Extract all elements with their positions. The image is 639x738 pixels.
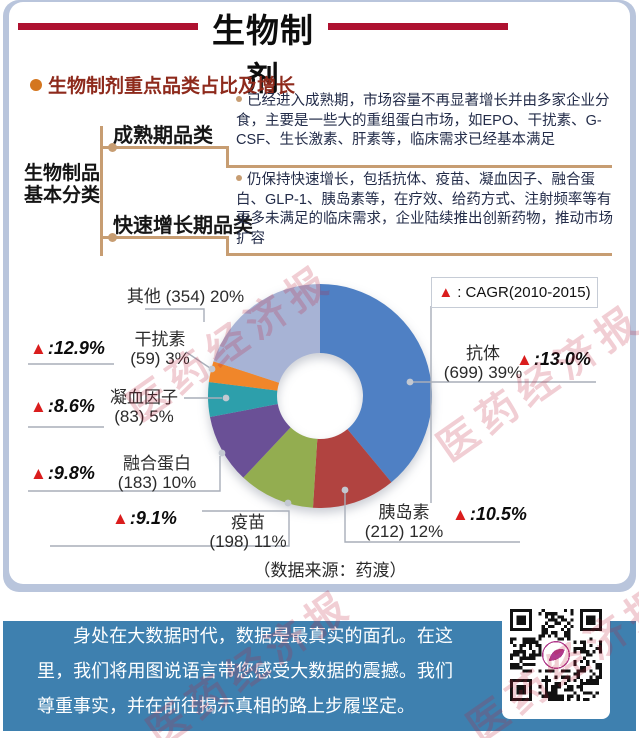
cagr-triangle-icon: ▲: [30, 463, 47, 483]
title-rule-right: [328, 23, 508, 30]
label-fusion-protein: 融合蛋白 (183) 10%: [117, 454, 197, 492]
pie-slice-融合蛋白[interactable]: [209, 404, 291, 478]
cagr-vaccine: ▲:9.1%: [112, 508, 177, 528]
pie-slice-抗体[interactable]: [320, 284, 433, 483]
classification-root-label: 生物制品 基本分类: [18, 163, 106, 207]
cagr-triangle-icon: ▲: [438, 284, 454, 301]
label-insulin: 胰岛素 (212) 12%: [364, 503, 444, 541]
classification-trunk-line: [100, 126, 103, 256]
pie-slice-疫苗[interactable]: [243, 427, 318, 508]
cagr-triangle-icon: ▲: [516, 349, 533, 369]
pie-slice-其他[interactable]: [213, 284, 320, 383]
cagr-interferon: ▲:12.9%: [30, 338, 105, 358]
cagr-triangle-icon: ▲: [30, 338, 47, 358]
cagr-triangle-icon: ▲: [30, 396, 47, 416]
qr-code: [502, 601, 610, 719]
branch1-underline: [226, 165, 612, 168]
label-vaccine: 疫苗 (198) 11%: [209, 513, 287, 551]
label-coagulation-factor: 凝血因子 (83) 5%: [110, 388, 178, 426]
title-rule-left: [18, 23, 198, 30]
legend-text: : CAGR(2010-2015): [457, 284, 591, 301]
branch1-description: 已经进入成熟期，市场容量不再显著增长并由多家企业分食，主要是一些大的重组蛋白市场…: [236, 92, 616, 151]
classification-root-line1: 生物制品: [23, 163, 100, 184]
pie-slice-胰岛素[interactable]: [312, 429, 392, 508]
footer-text: 身处在大数据时代，数据是最真实的面孔。在这里，我们将用图说语言带您感受大数据的震…: [37, 626, 453, 716]
branch1-connector-dot: [108, 143, 117, 152]
donut-chart: [208, 284, 433, 508]
branch2-underline: [226, 253, 612, 256]
cagr-insulin: ▲:10.5%: [452, 504, 527, 524]
pie-slice-凝血因子[interactable]: [208, 381, 278, 417]
chart-legend: ▲ : CAGR(2010-2015): [431, 277, 598, 308]
cagr-antibody: ▲:13.0%: [516, 349, 591, 369]
cagr-fusion-protein: ▲:9.8%: [30, 463, 95, 483]
branch2-connector-v: [226, 236, 229, 255]
branch-label-mature: 成熟期品类: [113, 125, 213, 147]
cagr-triangle-icon: ▲: [112, 508, 129, 528]
data-source: （数据来源：药渡）: [253, 561, 407, 580]
branch1-connector-v: [226, 146, 229, 167]
cagr-coagulation-factor: ▲:8.6%: [30, 396, 95, 416]
page-title: 生物制剂: [212, 12, 314, 97]
cagr-triangle-icon: ▲: [452, 504, 469, 524]
section-bullet-icon: [30, 79, 42, 91]
branch-label-fast-growth: 快速增长期品类: [113, 215, 253, 237]
label-interferon: 干扰素 (59) 3%: [130, 330, 190, 368]
branch2-connector-h: [100, 236, 228, 239]
branch2-connector-dot: [108, 233, 117, 242]
section-title: 生物制剂重点品类占比及增长: [48, 76, 296, 97]
branch1-connector-h: [100, 146, 228, 149]
label-antibody: 抗体 (699) 39%: [443, 344, 523, 382]
qr-code-pattern: [510, 609, 602, 701]
label-others: 其他 (354) 20%: [126, 287, 245, 306]
pie-slice-干扰素[interactable]: [208, 361, 280, 391]
classification-root-line2: 基本分类: [23, 185, 100, 206]
branch2-description: 仍保持快速增长，包括抗体、疫苗、凝血因子、融合蛋白、GLP-1、胰岛素等，在疗效…: [236, 171, 616, 249]
